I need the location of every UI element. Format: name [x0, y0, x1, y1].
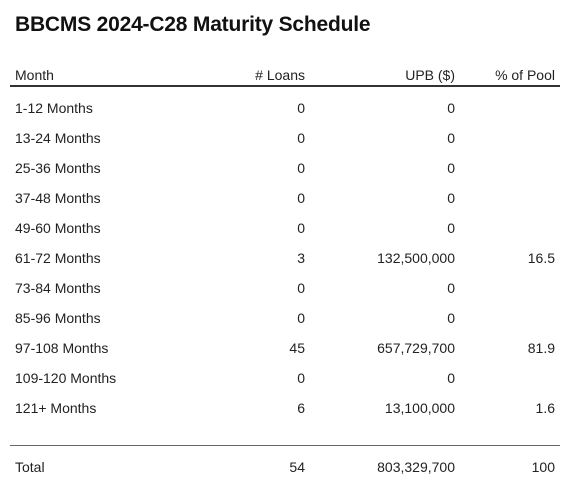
- table-row: 85-96 Months 0 0: [10, 297, 560, 327]
- loans-cell: 0: [297, 220, 305, 236]
- upb-cell: 0: [447, 220, 455, 236]
- upb-cell: 0: [447, 100, 455, 116]
- loans-cell: 3: [297, 250, 305, 266]
- pct-cell: 16.5: [527, 250, 555, 266]
- table-row: 109-120 Months 0 0: [10, 357, 560, 387]
- loans-cell: 0: [297, 160, 305, 176]
- total-divider: [10, 445, 560, 446]
- month-cell: 13-24 Months: [15, 130, 101, 146]
- month-cell: 49-60 Months: [15, 220, 101, 236]
- loans-cell: 45: [289, 340, 305, 356]
- month-cell: 1-12 Months: [15, 100, 93, 116]
- month-cell: 73-84 Months: [15, 280, 101, 296]
- total-upb: 803,329,700: [377, 459, 455, 475]
- upb-cell: 0: [447, 190, 455, 206]
- month-cell: 121+ Months: [15, 400, 97, 416]
- upb-cell: 0: [447, 370, 455, 386]
- loans-cell: 6: [297, 400, 305, 416]
- loans-cell: 0: [297, 370, 305, 386]
- month-cell: 85-96 Months: [15, 310, 101, 326]
- table-row: 37-48 Months 0 0: [10, 177, 560, 207]
- table-row: 1-12 Months 0 0: [10, 87, 560, 117]
- total-row: Total 54 803,329,700 100: [10, 450, 560, 480]
- month-cell: 97-108 Months: [15, 340, 109, 356]
- table-row: 97-108 Months 45 657,729,700 81.9: [10, 327, 560, 357]
- header-pct: % of Pool: [495, 67, 555, 83]
- table-row: 13-24 Months 0 0: [10, 117, 560, 147]
- month-cell: 37-48 Months: [15, 190, 101, 206]
- upb-cell: 132,500,000: [377, 250, 455, 266]
- loans-cell: 0: [297, 190, 305, 206]
- upb-cell: 0: [447, 310, 455, 326]
- month-cell: 61-72 Months: [15, 250, 101, 266]
- upb-cell: 0: [447, 130, 455, 146]
- upb-cell: 13,100,000: [384, 400, 455, 416]
- table-row: 61-72 Months 3 132,500,000 16.5: [10, 237, 560, 267]
- table-row: 121+ Months 6 13,100,000 1.6: [10, 387, 560, 417]
- upb-cell: 657,729,700: [377, 340, 455, 356]
- loans-cell: 0: [297, 130, 305, 146]
- header-upb: UPB ($): [405, 67, 455, 83]
- loans-cell: 0: [297, 280, 305, 296]
- maturity-table: Month # Loans UPB ($) % of Pool 1-12 Mon…: [10, 63, 560, 417]
- total-loans: 54: [289, 459, 305, 475]
- header-loans: # Loans: [255, 67, 305, 83]
- month-cell: 109-120 Months: [15, 370, 117, 386]
- total-label: Total: [15, 459, 45, 475]
- table-row: 73-84 Months 0 0: [10, 267, 560, 297]
- table-row: 49-60 Months 0 0: [10, 207, 560, 237]
- loans-cell: 0: [297, 310, 305, 326]
- table-header: Month # Loans UPB ($) % of Pool: [10, 63, 560, 87]
- pct-cell: 81.9: [527, 340, 555, 356]
- header-month: Month: [15, 67, 54, 83]
- upb-cell: 0: [447, 160, 455, 176]
- loans-cell: 0: [297, 100, 305, 116]
- page-title: BBCMS 2024-C28 Maturity Schedule: [15, 13, 371, 36]
- table-row: 25-36 Months 0 0: [10, 147, 560, 177]
- upb-cell: 0: [447, 280, 455, 296]
- pct-cell: 1.6: [535, 400, 555, 416]
- month-cell: 25-36 Months: [15, 160, 101, 176]
- total-pct: 100: [531, 459, 555, 475]
